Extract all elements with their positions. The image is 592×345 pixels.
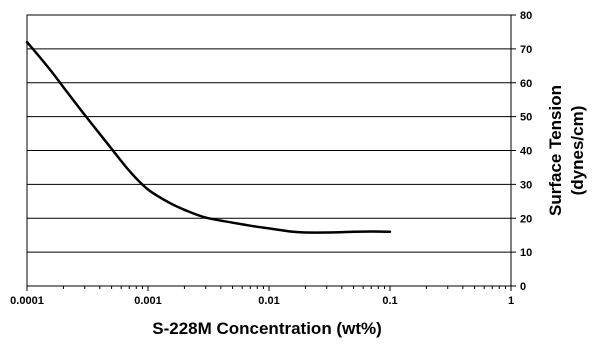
x-tick-label: 0.01 [258,295,279,307]
y-axis-ticks [511,14,516,287]
x-minor-ticks [26,286,512,291]
y-tick-label: 70 [520,44,532,56]
y-tick-label: 30 [520,179,532,191]
x-axis-title: S-228M Concentration (wt%) [152,319,382,338]
x-tick-label: 0.001 [134,295,162,307]
y-tick-label: 50 [520,112,532,124]
series-layer [25,40,392,234]
y-tick-label: 20 [520,213,532,225]
x-tick-label: 0.0001 [10,295,44,307]
y-tick-label: 0 [520,281,526,293]
surface-tension-curve [25,40,392,234]
y-tick-label: 10 [520,247,532,259]
y-tick-label: 40 [520,146,532,158]
y-tick-label: 60 [520,78,532,90]
y-axis-title-line1: Surface Tension [546,85,565,216]
y-tick-label: 80 [520,10,532,22]
gridlines [27,48,511,253]
y-axis-title-line2: (dynes/cm) [568,106,587,196]
x-tick-label: 1 [508,295,514,307]
x-tick-labels: 0.0001 0.001 0.01 0.1 1 [10,295,514,307]
y-tick-labels: 0 10 20 30 40 50 60 70 80 [520,10,532,293]
x-tick-label: 0.1 [382,295,397,307]
